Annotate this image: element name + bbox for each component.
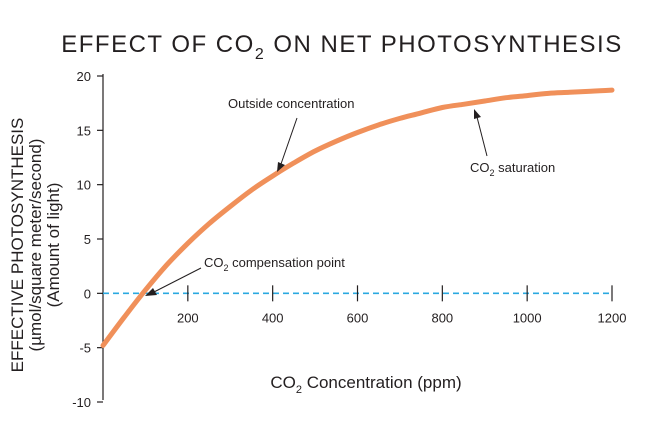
x-ticks: 200 400 600 800 1000 1200 <box>177 285 626 325</box>
chart-title: EFFECT OF CO2 ON NET PHOTOSYNTHESIS <box>61 31 622 63</box>
y-ticks: -10 -5 0 5 10 15 20 <box>72 69 103 410</box>
annotation-co2-saturation-arrow <box>476 116 488 157</box>
annotation-co2-saturation: CO2 saturation <box>470 109 555 178</box>
annotation-outside-concentration: Outside concentration <box>228 96 354 172</box>
y-tick-label: 15 <box>77 123 91 138</box>
annotation-co2-saturation-label: CO2 saturation <box>470 160 555 178</box>
y-tick-label: -5 <box>79 341 91 356</box>
annotation-outside-concentration-arrow <box>280 117 298 165</box>
arrowhead-icon <box>277 162 285 172</box>
x-tick-label: 1200 <box>598 310 627 325</box>
y-tick-label: 0 <box>84 286 91 301</box>
arrowhead-icon <box>474 109 481 119</box>
x-tick-label: 800 <box>431 310 453 325</box>
annotation-co2-compensation: CO2 compensation point <box>145 255 345 296</box>
photosynthesis-curve <box>100 87 615 348</box>
x-tick-label: 400 <box>262 310 284 325</box>
x-tick-label: 1000 <box>513 310 542 325</box>
annotation-co2-compensation-label: CO2 compensation point <box>204 255 345 273</box>
arrowhead-icon <box>145 288 157 296</box>
y-axis-label-line-3: (Amount of light) <box>44 183 63 308</box>
x-tick-label: 600 <box>347 310 369 325</box>
y-tick-label: 10 <box>77 178 91 193</box>
y-tick-label: 5 <box>84 232 91 247</box>
x-tick-label: 200 <box>177 310 199 325</box>
y-tick-label: -10 <box>72 395 91 410</box>
annotation-outside-concentration-label: Outside concentration <box>228 96 354 111</box>
y-axis-label: EFFECTIVE PHOTOSYNTHESIS (µmol/square me… <box>8 118 63 373</box>
y-tick-label: 20 <box>77 69 91 84</box>
x-axis-label: CO2 Concentration (ppm) <box>270 373 461 396</box>
annotation-co2-compensation-arrow <box>153 267 202 293</box>
y-axis-label-line-2: (µmol/square meter/second) <box>26 139 45 352</box>
y-axis-label-line-1: EFFECTIVE PHOTOSYNTHESIS <box>8 118 27 373</box>
